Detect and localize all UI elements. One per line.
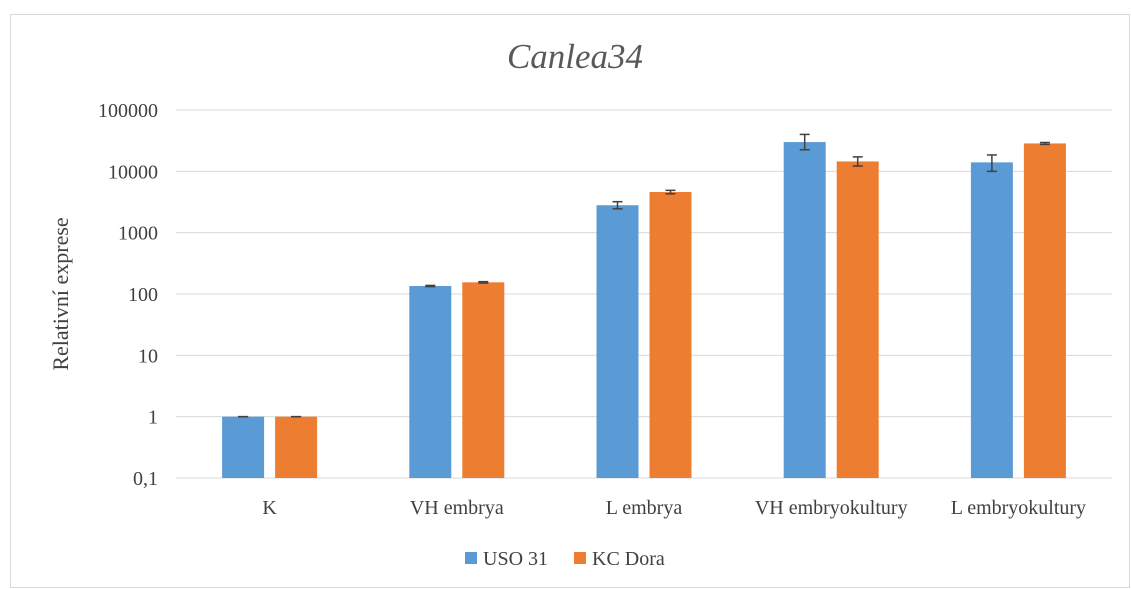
bar-uso-31 xyxy=(783,142,826,479)
bar-kc-dora xyxy=(462,282,505,478)
y-tick-label: 10 xyxy=(138,345,158,367)
legend: USO 31 KC Dora xyxy=(465,548,665,570)
bar-uso-31 xyxy=(970,162,1013,478)
x-tick-label: VH embrya xyxy=(410,497,504,519)
x-tick-label: L embryokultury xyxy=(951,497,1086,519)
y-tick-label: 100000 xyxy=(98,100,158,122)
legend-swatch xyxy=(574,552,586,564)
bars xyxy=(222,142,1066,479)
y-tick-label: 1000 xyxy=(118,223,158,245)
legend-label: KC Dora xyxy=(592,548,665,570)
x-tick-label: L embrya xyxy=(606,497,683,519)
x-tick-label: VH embryokultury xyxy=(755,497,908,519)
x-tick-label: K xyxy=(262,497,277,519)
gridlines xyxy=(176,109,1112,479)
bar-uso-31 xyxy=(222,416,265,478)
y-tick-label: 0,1 xyxy=(133,468,158,490)
y-axis-title: Relativní exprese xyxy=(48,217,73,370)
bar-kc-dora xyxy=(649,192,692,478)
bar-uso-31 xyxy=(409,286,452,478)
x-tick-labels: K VH embrya L embrya VH embryokultury L embr… xyxy=(262,497,1086,519)
bar-kc-dora xyxy=(836,161,879,478)
y-tick-label: 1 xyxy=(148,407,158,429)
y-tick-labels: 0,1 1 10 100 1000 10000 100000 xyxy=(98,100,158,490)
error-bars xyxy=(238,133,1050,418)
bar-kc-dora xyxy=(275,416,318,478)
y-tick-label: 10000 xyxy=(108,161,158,183)
y-tick-label: 100 xyxy=(128,284,158,306)
bar-uso-31 xyxy=(596,205,639,478)
legend-swatch xyxy=(465,552,477,564)
bar-kc-dora xyxy=(1023,143,1066,478)
chart-title: Canlea34 xyxy=(507,37,643,76)
legend-label: USO 31 xyxy=(483,548,548,570)
